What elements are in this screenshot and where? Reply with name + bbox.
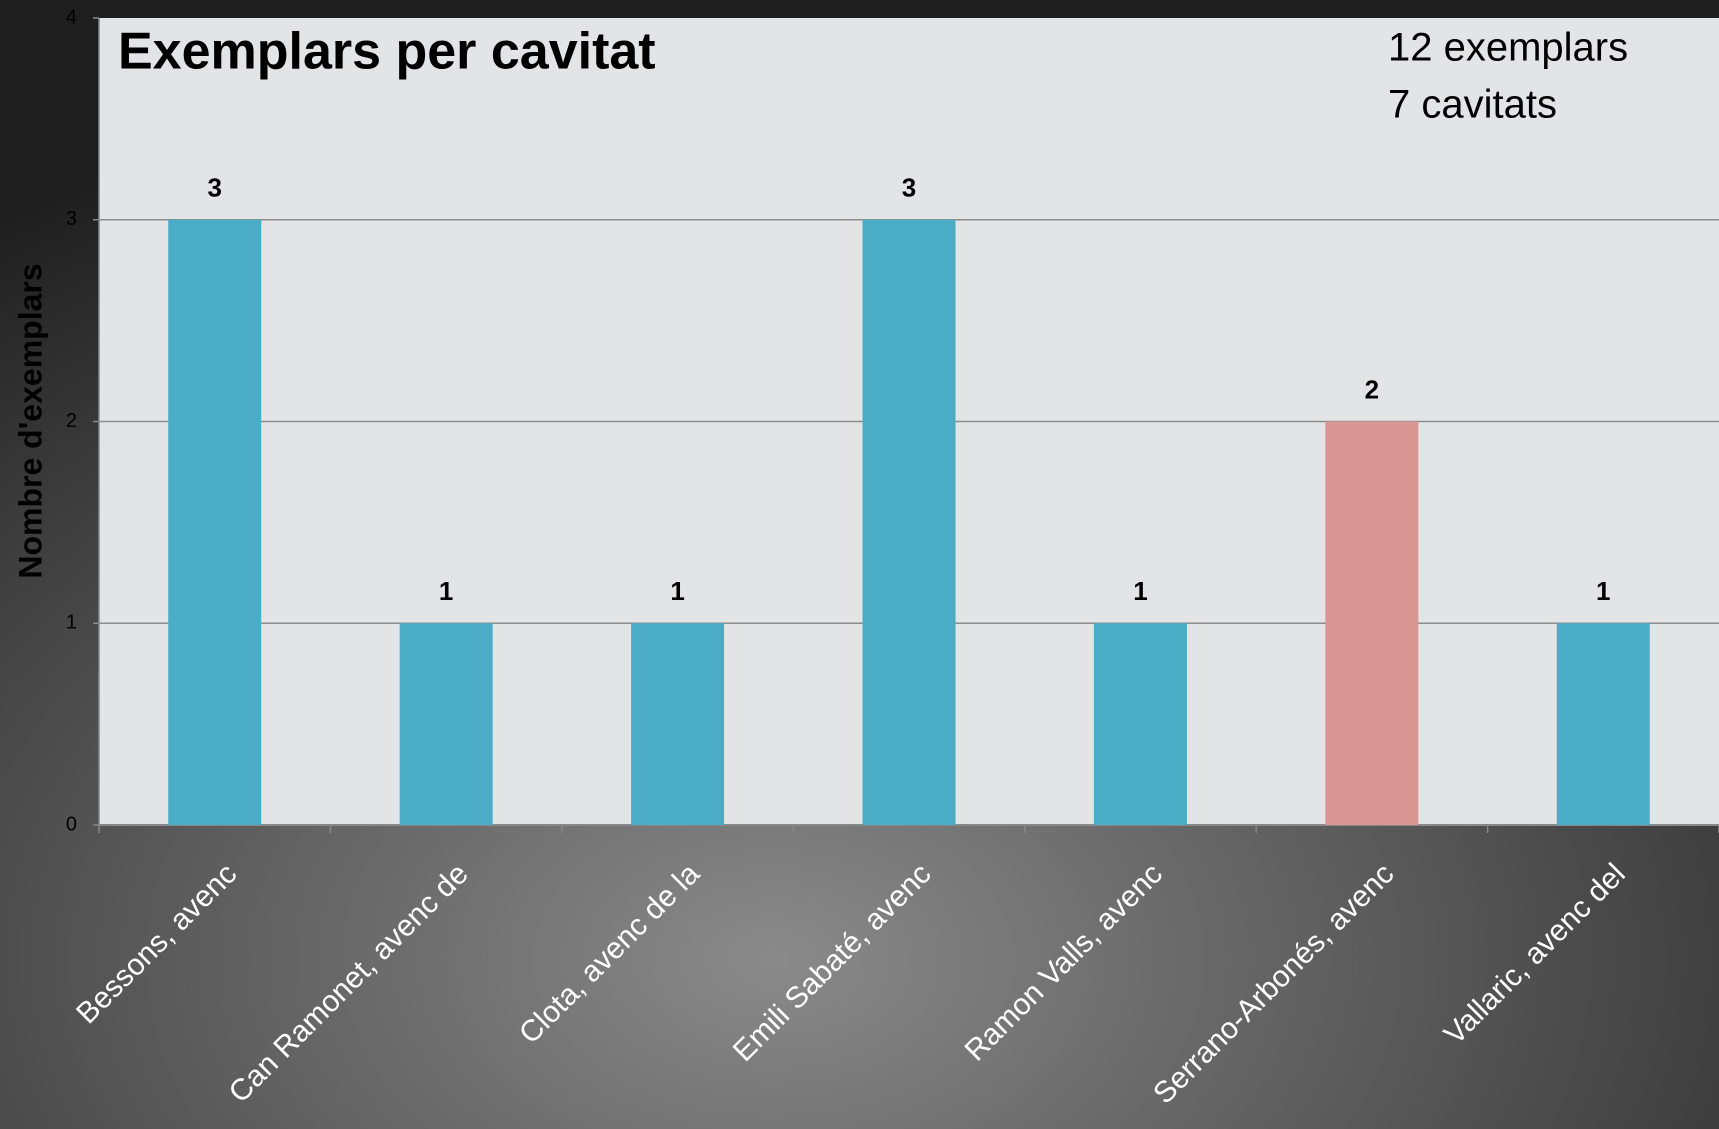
data-label: 1	[1596, 576, 1610, 606]
bar	[1325, 421, 1419, 825]
y-tick-label: 2	[66, 410, 77, 432]
data-label: 1	[670, 576, 684, 606]
bar	[1093, 623, 1187, 825]
bar	[631, 623, 725, 825]
data-label: 2	[1365, 374, 1379, 404]
bar	[168, 219, 262, 825]
y-tick-label: 4	[66, 6, 77, 28]
y-tick-label: 0	[66, 813, 77, 835]
bar	[1556, 623, 1650, 825]
annotation: 12 exemplars	[1388, 26, 1628, 70]
y-axis-label: Nombre d'exemplars	[12, 263, 48, 578]
y-tick-label: 3	[66, 208, 77, 230]
data-label: 3	[207, 173, 221, 203]
data-label: 3	[902, 173, 916, 203]
bar	[862, 219, 956, 825]
data-label: 1	[1133, 576, 1147, 606]
chart-title: Exemplars per cavitat	[118, 23, 656, 81]
y-tick-label: 1	[66, 612, 77, 634]
data-label: 1	[439, 576, 453, 606]
bar	[399, 623, 493, 825]
annotation: 7 cavitats	[1388, 83, 1557, 127]
